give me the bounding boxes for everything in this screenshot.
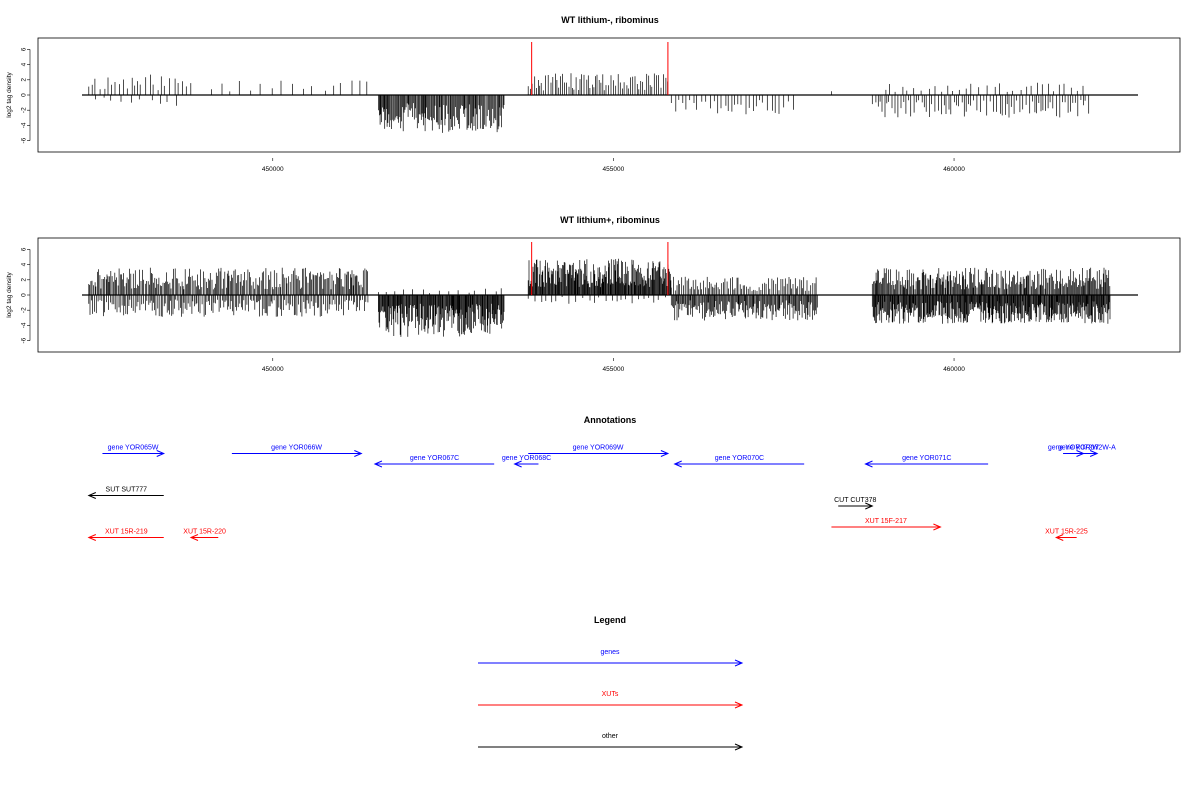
feature-gene-yor070c: gene YOR070C — [673, 455, 805, 468]
feature-xut-15r-225: XUT 15R-225 — [1045, 529, 1088, 541]
y-tick-label: 0 — [21, 293, 28, 297]
x-tick-label: 460000 — [943, 366, 965, 373]
feature-label: XUT 15R-220 — [183, 529, 226, 536]
y-axis-label: log2 tag density — [6, 71, 13, 117]
feature-gene-yor069w: gene YOR069W — [528, 445, 670, 457]
feature-xut-15r-219: XUT 15R-219 — [87, 529, 164, 541]
feature-arrows: gene YOR065W gene YOR066W gene YOR067C gene… — [87, 445, 1116, 541]
signal-bars — [82, 242, 1138, 337]
plot-frame — [37, 37, 1181, 153]
arrowhead — [87, 534, 97, 541]
feature-label: gene YOR065W — [108, 445, 159, 452]
arrowhead — [660, 450, 670, 457]
feature-gene-yor066w: gene YOR066W — [231, 445, 363, 457]
arrowhead — [734, 701, 744, 709]
axes: -6 -4 -2 0 2 4 6 450000 455000 460000 — [21, 247, 966, 373]
legend-panel: Legend genes XUTs other — [478, 615, 744, 751]
panel-title: WT lithium+, ribominus — [560, 215, 660, 225]
feature-label: gene YOR066W — [271, 445, 322, 452]
arrowhead — [354, 450, 363, 457]
y-tick-label: 2 — [21, 278, 28, 282]
feature-gene-yor071c: gene YOR071C — [864, 455, 989, 468]
y-tick-label: 6 — [21, 47, 28, 51]
arrowhead — [156, 450, 166, 457]
x-tick-label: 450000 — [262, 366, 284, 373]
y-tick-label: 6 — [21, 247, 28, 251]
arrowhead — [673, 460, 682, 468]
feature-xut-15r-220: XUT 15R-220 — [183, 529, 226, 541]
feature-label: gene YOR071C — [902, 455, 951, 462]
feature-label: XUT 15R-219 — [105, 529, 148, 536]
feature-label: XUT 15F-217 — [865, 518, 907, 525]
track-panel-lithium-plus: WT lithium+, ribominus log2 tag density … — [6, 215, 1181, 373]
arrowhead — [734, 743, 744, 751]
signal-bars — [82, 42, 1138, 133]
feature-cut-cut378: CUT CUT378 — [834, 497, 877, 510]
legend-item-label: XUTs — [602, 691, 619, 698]
legend-title: Legend — [594, 615, 626, 625]
feature-sut-sut777: SUT SUT777 — [87, 487, 164, 499]
arrowhead — [189, 534, 199, 541]
y-tick-label: -6 — [21, 137, 28, 143]
x-tick-label: 455000 — [603, 166, 625, 173]
arrowhead — [373, 460, 383, 468]
feature-label: CUT CUT378 — [834, 497, 876, 504]
arrowhead — [865, 502, 874, 510]
legend-item-xuts: XUTs — [478, 691, 744, 709]
y-tick-label: -6 — [21, 337, 28, 343]
y-tick-label: -2 — [21, 307, 28, 313]
arrowhead — [933, 523, 942, 531]
annotations-panel: Annotations gene YOR065W gene YOR066Wgene… — [87, 415, 1116, 541]
arrowhead — [513, 460, 522, 468]
arrowhead — [1089, 450, 1099, 457]
feature-label: gene YOR070C — [715, 455, 764, 462]
legend-item-label: genes — [600, 649, 620, 656]
track-panel-lithium-minus: WT lithium-, ribominus log2 tag density … — [6, 15, 1181, 173]
arrowhead — [734, 659, 744, 667]
y-tick-label: -4 — [21, 122, 28, 128]
y-tick-label: 4 — [21, 262, 28, 266]
y-tick-label: 0 — [21, 93, 28, 97]
legend-item-genes: genes — [478, 649, 744, 667]
feature-label: gene YOR072W — [1048, 445, 1099, 452]
feature-label: XUT 15R-225 — [1045, 529, 1088, 536]
feature-label: SUT SUT777 — [106, 487, 148, 494]
y-tick-label: -2 — [21, 107, 28, 113]
legend-item-other: other — [478, 733, 744, 751]
feature-label: gene YOR072W-A — [1058, 445, 1116, 452]
feature-gene-yor068c: gene YOR068C — [502, 455, 551, 468]
legend-item-label: other — [602, 733, 619, 740]
feature-label: gene YOR067C — [410, 455, 459, 462]
feature-gene-yor072w-a: gene YOR072W-A — [1058, 445, 1116, 457]
arrowhead — [1054, 534, 1064, 541]
feature-label: gene YOR068C — [502, 455, 551, 462]
plot-frame — [37, 237, 1181, 353]
x-tick-label: 450000 — [262, 166, 284, 173]
y-tick-label: -4 — [21, 322, 28, 328]
feature-xut-15f-217: XUT 15F-217 — [831, 518, 942, 531]
feature-gene-yor065w: gene YOR065W — [102, 445, 166, 457]
feature-gene-yor067c: gene YOR067C — [373, 455, 495, 468]
arrowhead — [864, 460, 873, 468]
axes: -6 -4 -2 0 2 4 6 450000 455000 460000 — [21, 47, 966, 173]
legend-items: genes XUTs other — [478, 649, 744, 751]
arrowhead — [87, 492, 97, 499]
panel-title: WT lithium-, ribominus — [561, 15, 659, 25]
annotations-title: Annotations — [584, 415, 637, 425]
y-tick-label: 4 — [21, 62, 28, 66]
y-tick-label: 2 — [21, 78, 28, 82]
x-tick-label: 460000 — [943, 166, 965, 173]
x-tick-label: 455000 — [603, 366, 625, 373]
feature-label: gene YOR069W — [573, 445, 624, 452]
y-axis-label: log2 tag density — [6, 271, 13, 317]
